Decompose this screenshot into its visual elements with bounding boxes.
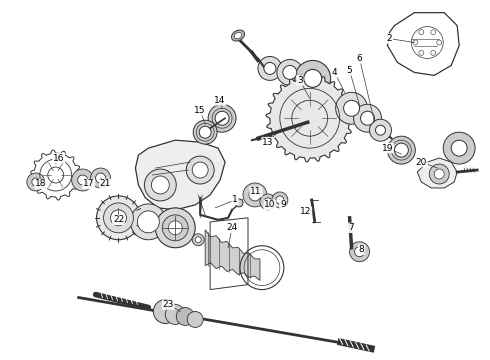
Circle shape: [304, 69, 322, 87]
Circle shape: [349, 242, 369, 262]
Text: 18: 18: [35, 180, 47, 189]
Circle shape: [145, 169, 176, 201]
Circle shape: [96, 173, 105, 183]
Polygon shape: [266, 75, 353, 162]
Text: 1: 1: [232, 195, 238, 204]
Circle shape: [208, 104, 236, 132]
Circle shape: [199, 126, 211, 138]
Text: 15: 15: [195, 106, 206, 115]
Text: 4: 4: [332, 68, 338, 77]
Circle shape: [27, 173, 45, 191]
Circle shape: [162, 215, 188, 241]
Text: 3: 3: [297, 76, 303, 85]
Text: 7: 7: [349, 223, 354, 232]
Text: 14: 14: [215, 96, 226, 105]
Text: 2: 2: [387, 34, 392, 43]
Text: 11: 11: [250, 188, 262, 197]
Circle shape: [235, 199, 243, 207]
Circle shape: [434, 169, 444, 179]
Circle shape: [155, 208, 195, 248]
Text: 10: 10: [264, 201, 276, 210]
Text: 6: 6: [357, 54, 363, 63]
Circle shape: [215, 111, 229, 125]
Circle shape: [192, 234, 204, 246]
Circle shape: [283, 66, 297, 80]
Text: 23: 23: [163, 300, 174, 309]
Circle shape: [243, 183, 267, 207]
Circle shape: [97, 196, 141, 240]
Text: 20: 20: [416, 158, 427, 167]
Circle shape: [361, 111, 374, 125]
Circle shape: [394, 143, 408, 157]
Polygon shape: [388, 13, 459, 75]
Circle shape: [443, 132, 475, 164]
Circle shape: [277, 59, 303, 85]
Text: 22: 22: [113, 215, 124, 224]
Polygon shape: [31, 150, 81, 200]
Polygon shape: [417, 158, 457, 188]
Text: 13: 13: [262, 138, 273, 147]
Circle shape: [111, 210, 126, 226]
Circle shape: [264, 62, 276, 75]
Text: 12: 12: [300, 207, 312, 216]
Text: 16: 16: [53, 154, 65, 163]
Circle shape: [355, 247, 365, 257]
Circle shape: [103, 203, 133, 233]
Circle shape: [130, 204, 166, 240]
Circle shape: [32, 178, 40, 186]
Circle shape: [176, 307, 194, 325]
Circle shape: [186, 156, 214, 184]
Circle shape: [429, 164, 449, 184]
Circle shape: [137, 211, 159, 233]
Text: 8: 8: [359, 245, 365, 254]
Circle shape: [249, 189, 261, 201]
Circle shape: [168, 221, 182, 235]
Circle shape: [343, 100, 360, 116]
Text: 9: 9: [280, 201, 286, 210]
Circle shape: [91, 168, 111, 188]
Text: 19: 19: [382, 144, 393, 153]
Circle shape: [336, 92, 368, 124]
Circle shape: [260, 194, 276, 210]
Ellipse shape: [231, 30, 245, 41]
Circle shape: [153, 300, 177, 323]
Circle shape: [187, 311, 203, 328]
Circle shape: [77, 175, 88, 185]
Circle shape: [165, 305, 185, 324]
Polygon shape: [135, 140, 225, 210]
Circle shape: [264, 198, 272, 206]
Circle shape: [192, 162, 208, 178]
Polygon shape: [205, 230, 260, 280]
Circle shape: [354, 104, 382, 132]
Text: 5: 5: [347, 66, 352, 75]
Circle shape: [369, 119, 392, 141]
Circle shape: [72, 169, 94, 191]
Text: 17: 17: [83, 180, 95, 189]
Text: 21: 21: [100, 180, 111, 189]
Circle shape: [195, 237, 201, 243]
Text: 24: 24: [226, 223, 238, 232]
Circle shape: [193, 120, 217, 144]
Circle shape: [375, 125, 386, 135]
Circle shape: [272, 192, 288, 208]
Circle shape: [295, 60, 331, 96]
Circle shape: [451, 140, 467, 156]
Circle shape: [276, 196, 284, 204]
Ellipse shape: [234, 32, 242, 39]
Circle shape: [258, 57, 282, 80]
Circle shape: [388, 136, 416, 164]
Circle shape: [151, 176, 169, 194]
